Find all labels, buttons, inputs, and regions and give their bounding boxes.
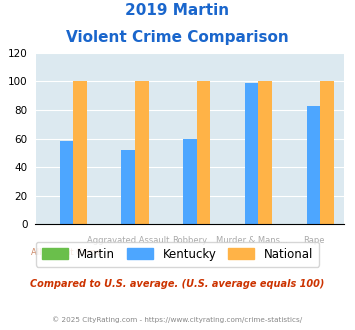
Text: Rape: Rape — [303, 236, 324, 246]
Bar — [60, 142, 73, 224]
Text: © 2025 CityRating.com - https://www.cityrating.com/crime-statistics/: © 2025 CityRating.com - https://www.city… — [53, 317, 302, 323]
Bar — [73, 82, 87, 224]
Text: All Violent Crime: All Violent Crime — [31, 248, 102, 257]
Text: 2019 Martin: 2019 Martin — [125, 3, 230, 18]
Text: Aggravated Assault: Aggravated Assault — [87, 236, 169, 246]
Bar — [135, 82, 148, 224]
Bar — [121, 150, 135, 224]
Text: Robbery: Robbery — [173, 236, 207, 246]
Legend: Martin, Kentucky, National: Martin, Kentucky, National — [36, 242, 319, 267]
Bar — [258, 82, 272, 224]
Text: Compared to U.S. average. (U.S. average equals 100): Compared to U.S. average. (U.S. average … — [30, 279, 325, 289]
Text: Murder & Mans...: Murder & Mans... — [216, 236, 288, 246]
Bar — [320, 82, 334, 224]
Bar — [245, 83, 258, 224]
Text: Violent Crime Comparison: Violent Crime Comparison — [66, 30, 289, 45]
Bar — [307, 106, 320, 224]
Bar — [197, 82, 210, 224]
Bar — [183, 139, 197, 224]
